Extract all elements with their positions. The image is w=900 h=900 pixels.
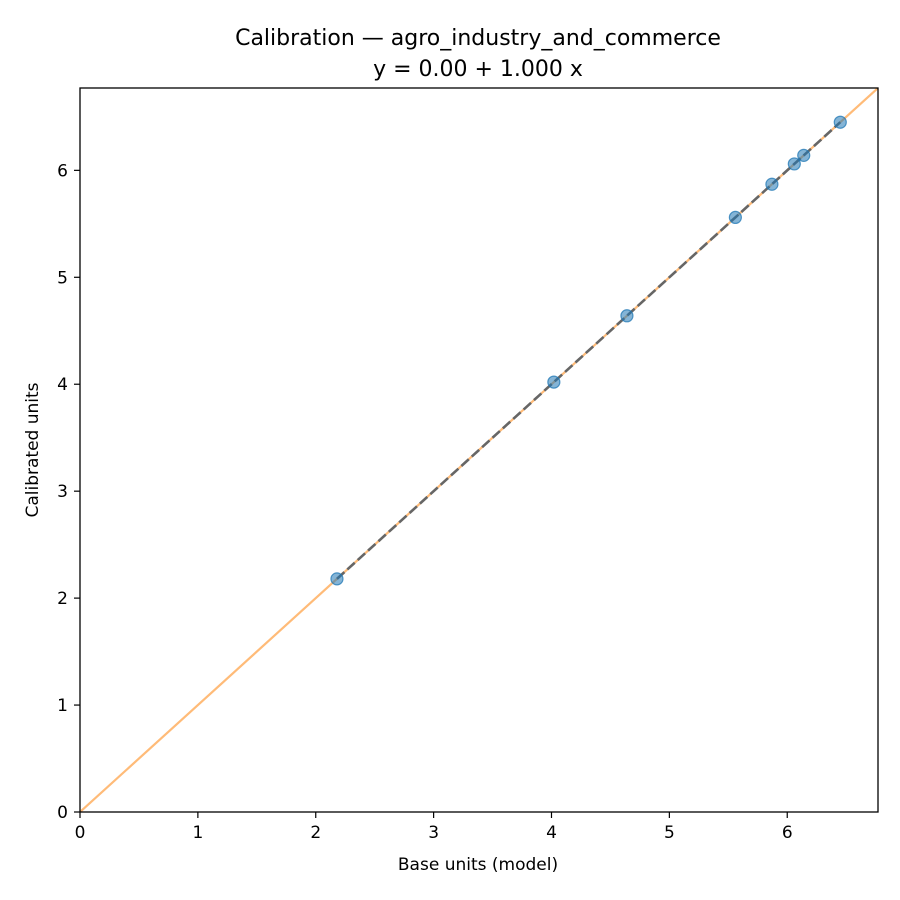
y-tick-label: 3 [57, 482, 68, 502]
y-axis: 0 1 2 3 4 5 6 [57, 161, 80, 823]
x-tick-label: 5 [664, 823, 675, 843]
data-point [547, 375, 561, 389]
x-tick-label: 0 [75, 823, 86, 843]
x-tick-label: 3 [428, 823, 439, 843]
chart-subtitle: y = 0.00 + 1.000 x [373, 57, 583, 82]
x-tick-label: 6 [782, 823, 793, 843]
x-axis-label: Base units (model) [398, 855, 558, 875]
x-tick-label: 2 [310, 823, 321, 843]
fit-line [336, 121, 842, 580]
y-tick-label: 4 [57, 375, 68, 395]
y-tick-label: 6 [57, 161, 68, 181]
data-point [765, 177, 779, 191]
x-tick-label: 1 [192, 823, 203, 843]
data-point [728, 210, 742, 225]
x-axis: 0 1 2 3 4 5 6 [75, 812, 793, 843]
plot-area [79, 87, 879, 813]
data-point [620, 309, 634, 323]
data-point [797, 148, 811, 162]
y-tick-label: 1 [57, 696, 68, 716]
data-point [330, 572, 344, 586]
data-point [787, 157, 801, 171]
x-tick-label: 4 [546, 823, 557, 843]
data-point [833, 115, 847, 129]
y-tick-label: 0 [57, 803, 68, 823]
plot-frame [79, 87, 879, 813]
y-tick-label: 2 [57, 589, 68, 609]
y-tick-label: 5 [57, 268, 68, 288]
chart-title: Calibration — agro_industry_and_commerce [235, 26, 721, 51]
y-axis-label: Calibrated units [23, 382, 43, 517]
